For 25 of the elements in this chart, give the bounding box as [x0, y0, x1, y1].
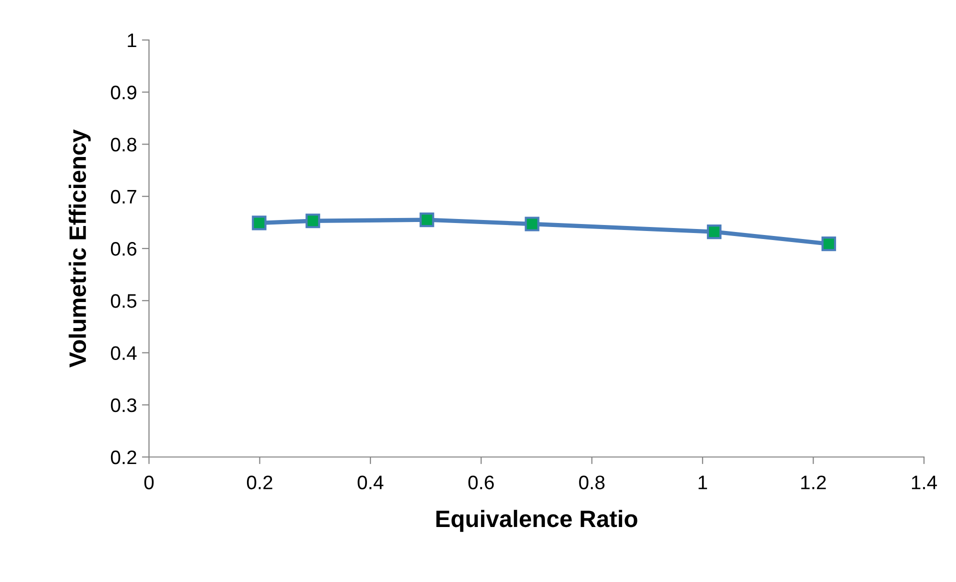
- x-tick-label: 1.4: [912, 476, 937, 490]
- y-tick-label: 0.4: [110, 346, 137, 360]
- point: [821, 236, 836, 252]
- y-axis-title: Volumetric Efficiency: [68, 129, 91, 368]
- x-tick-label: 0.6: [468, 476, 494, 490]
- x-tick-label: 0.4: [358, 476, 384, 490]
- point: [420, 212, 434, 228]
- y-tick-label: 1: [128, 34, 136, 48]
- x-tick-label: 0.2: [246, 476, 272, 490]
- y-tick-label: 0.7: [110, 190, 136, 204]
- x-tick-label: 0: [144, 476, 154, 490]
- point: [252, 216, 266, 230]
- x-axis-title: Equivalence Ratio: [436, 510, 638, 532]
- point: [306, 214, 320, 228]
- y-tick-label: 0.2: [110, 450, 136, 464]
- y-tick-label: 0.3: [110, 398, 136, 412]
- x-tick-label: 1.2: [801, 476, 826, 490]
- y-tick-label: 0.9: [110, 86, 136, 100]
- point: [706, 224, 722, 240]
- y-tick-label: 0.5: [110, 294, 136, 308]
- y-tick-label: 0.8: [110, 138, 136, 152]
- x-tick-label: 1: [698, 476, 708, 490]
- x-tick-label: 0.8: [579, 476, 605, 490]
- point: [524, 216, 540, 232]
- y-tick-label: 0.6: [110, 242, 136, 256]
